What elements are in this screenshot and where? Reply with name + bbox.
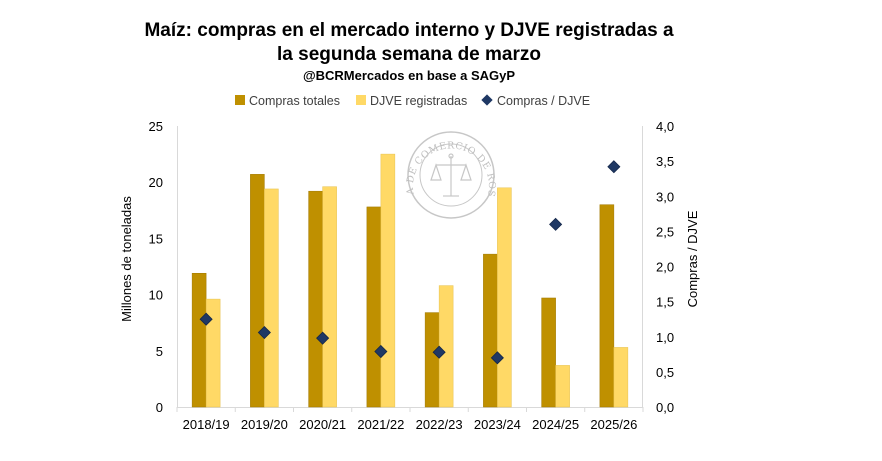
- marker-compras-djve: [374, 344, 388, 359]
- legend-label-compras: Compras totales: [249, 94, 340, 108]
- bar-djve-registradas: [613, 347, 629, 408]
- seal-inner-ring: [419, 143, 483, 207]
- marker-compras-djve: [432, 345, 446, 359]
- y-tick-label: 5: [156, 344, 163, 359]
- bar-djve-registradas: [205, 298, 221, 408]
- bar-compras-totales: [424, 312, 440, 408]
- y-tick-label: 15: [149, 231, 163, 246]
- x-tick-label: 2018/19: [183, 417, 230, 432]
- chart-title-line2: la segunda semana de marzo: [277, 44, 541, 65]
- bar-compras-totales: [250, 174, 265, 408]
- bar-djve-registradas: [438, 285, 454, 408]
- x-tick-label: 2019/20: [241, 417, 288, 432]
- marker-compras-djve: [257, 325, 271, 340]
- ratio-markers: [199, 160, 621, 365]
- y2-tick-label: 1,5: [656, 295, 674, 310]
- bar-djve-registradas: [322, 186, 337, 408]
- bar-compras-totales: [483, 253, 498, 408]
- x-tick-label: 2020/21: [299, 417, 346, 432]
- chart-title-line1: Maíz: compras en el mercado interno y DJ…: [144, 20, 673, 41]
- seal-outer-ring: [407, 131, 495, 219]
- legend-label-djve: DJVE registradas: [370, 94, 467, 108]
- y2-tick-label: 0,0: [656, 400, 674, 415]
- y2-tick-label: 4,0: [656, 119, 674, 134]
- y2-axis-title: Compras / DJVE: [685, 210, 700, 307]
- y-tick-label: 20: [149, 175, 163, 190]
- scales-icon: [430, 153, 472, 197]
- y-tick-label: 0: [156, 400, 163, 415]
- legend-swatch-djve: [356, 95, 366, 105]
- bar-compras-totales: [308, 190, 323, 408]
- x-tick-label: 2024/25: [532, 417, 579, 432]
- legend-label-ratio: Compras / DJVE: [497, 94, 590, 108]
- marker-compras-djve: [199, 312, 213, 326]
- bar-compras-totales: [191, 272, 207, 408]
- chart-subtitle: @BCRMercados en base a SAGyP: [303, 68, 515, 83]
- y2-tick-label: 2,0: [656, 260, 674, 275]
- marker-compras-djve: [316, 331, 330, 345]
- bar-compras-totales: [541, 297, 556, 408]
- bar-djve-registradas: [264, 188, 279, 408]
- y2-tick-label: 3,0: [656, 189, 674, 204]
- y-axis-ticks: 0 5 10 15 20 25: [149, 119, 163, 415]
- y2-tick-label: 3,5: [656, 154, 674, 169]
- x-tick-label: 2025/26: [590, 417, 637, 432]
- x-axis-ticks: 2018/19 2019/20 2020/21 2021/22 2022/23 2023/…: [176, 407, 644, 432]
- bar-compras-totales: [366, 206, 382, 408]
- x-tick-label: 2022/23: [416, 417, 463, 432]
- y2-tick-label: 0,5: [656, 365, 674, 380]
- bar-djve-registradas: [497, 187, 512, 408]
- marker-compras-djve: [490, 351, 504, 365]
- bar-djve-registradas: [555, 365, 570, 408]
- legend: Compras totales DJVE registradas Compras…: [235, 94, 590, 108]
- x-tick-label: 2021/22: [357, 417, 404, 432]
- bar-djve-registradas: [380, 153, 396, 408]
- y2-axis-ticks: 0,0 0,5 1,0 1,5 2,0 2,5 3,0 3,5 4,0: [656, 119, 674, 415]
- y2-tick-label: 1,0: [656, 330, 674, 345]
- y-tick-label: 10: [149, 288, 163, 303]
- marker-compras-djve: [607, 160, 621, 174]
- legend-swatch-compras: [235, 95, 245, 105]
- x-tick-label: 2023/24: [474, 417, 521, 432]
- marker-compras-djve: [549, 217, 563, 231]
- bar-compras-totales: [599, 204, 615, 408]
- y-axis-title: Millones de toneladas: [119, 196, 134, 322]
- bars: [191, 153, 629, 408]
- y2-tick-label: 2,5: [656, 224, 674, 239]
- legend-marker-ratio: [481, 94, 493, 106]
- y-tick-label: 25: [149, 119, 163, 134]
